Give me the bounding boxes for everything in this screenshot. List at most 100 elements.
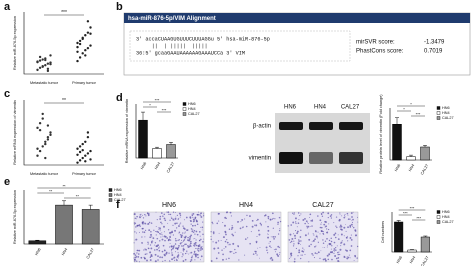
cell <box>312 233 314 235</box>
cell <box>333 248 336 250</box>
cell <box>304 217 306 220</box>
cell <box>180 234 183 237</box>
score-value: 0.7019 <box>424 49 443 55</box>
cell <box>183 246 184 248</box>
data-point <box>38 128 42 132</box>
cell <box>302 219 305 221</box>
cell <box>141 241 143 244</box>
bar <box>394 221 404 253</box>
bar <box>420 236 430 253</box>
cell <box>146 259 148 262</box>
cell <box>315 234 317 236</box>
data-point <box>49 62 52 66</box>
cell <box>240 221 242 223</box>
cell <box>194 224 196 227</box>
alignment-line: 36:5' gcaaGAAUAAAAAAGAAAUCCa 3' VIM <box>136 50 245 56</box>
cell <box>251 225 254 228</box>
data-point <box>49 54 52 57</box>
cell <box>160 233 162 235</box>
cell <box>217 212 220 215</box>
cell <box>177 252 179 254</box>
cell <box>190 256 193 259</box>
cell <box>336 245 338 247</box>
cell <box>327 231 328 233</box>
cell <box>299 214 301 217</box>
cell <box>192 224 194 227</box>
cell <box>224 216 227 219</box>
cell <box>136 249 138 251</box>
cell <box>136 218 138 220</box>
cell <box>224 231 227 234</box>
cell <box>340 241 343 244</box>
cell <box>275 251 277 253</box>
cell <box>156 230 159 233</box>
axis <box>135 104 178 159</box>
cell <box>331 258 333 261</box>
data-point <box>89 149 92 153</box>
cell <box>171 252 173 254</box>
legend-swatch <box>108 198 113 202</box>
cell <box>224 224 226 227</box>
data-point <box>36 68 39 72</box>
cell <box>337 251 339 254</box>
axis <box>391 212 432 253</box>
cell <box>181 239 183 241</box>
cell <box>155 226 157 227</box>
cell <box>170 248 173 251</box>
cell <box>169 242 171 244</box>
cell <box>171 254 174 256</box>
cell <box>166 237 168 239</box>
cell <box>192 218 195 221</box>
cell <box>310 243 312 246</box>
significance: ** <box>49 188 53 193</box>
cell <box>258 233 261 236</box>
cell <box>158 249 161 252</box>
cell <box>212 231 215 234</box>
cell <box>341 240 343 242</box>
cell <box>175 247 178 250</box>
cell <box>225 258 227 260</box>
data-point <box>84 160 87 163</box>
cell <box>317 251 320 254</box>
cell <box>146 253 148 255</box>
legend-label: HN4 <box>442 111 450 115</box>
cell <box>265 246 268 249</box>
cell <box>167 239 170 242</box>
data-point <box>76 147 79 150</box>
cell <box>180 236 182 238</box>
cell <box>338 219 341 222</box>
cell <box>167 211 170 214</box>
data-point <box>78 42 82 46</box>
cell <box>149 251 152 254</box>
cell <box>307 223 309 225</box>
cell <box>350 257 352 259</box>
cell <box>187 236 189 239</box>
cell <box>271 259 274 262</box>
error-bar <box>423 145 427 147</box>
cell <box>308 238 311 241</box>
cell <box>147 213 149 215</box>
significance: ** <box>62 98 66 104</box>
cell <box>168 238 170 240</box>
cell <box>172 246 175 248</box>
legend-label: CAL27 <box>114 198 126 202</box>
cell <box>134 223 136 225</box>
cell <box>290 240 293 243</box>
cell <box>345 230 347 232</box>
data-point <box>46 62 50 65</box>
cell <box>200 249 202 251</box>
cell <box>190 228 193 230</box>
cell <box>195 248 197 249</box>
cell <box>293 213 295 215</box>
cell <box>259 247 261 248</box>
significance: *** <box>162 107 167 112</box>
significance: *** <box>410 205 415 210</box>
cell <box>159 230 161 232</box>
cell <box>232 234 235 237</box>
cell <box>142 222 144 225</box>
cell <box>187 229 189 231</box>
x-tick-label: CAL27 <box>86 248 95 260</box>
panel-label: c <box>4 88 10 100</box>
cell <box>157 227 159 229</box>
cell <box>149 244 152 246</box>
